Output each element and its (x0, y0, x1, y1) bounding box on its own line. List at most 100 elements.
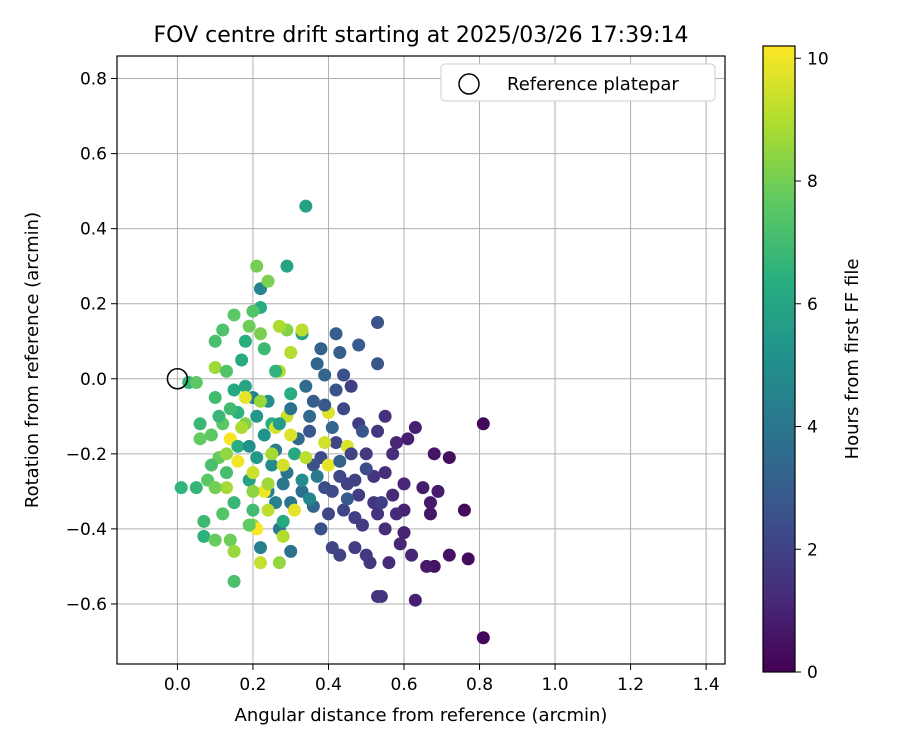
data-point (216, 507, 230, 521)
data-point (333, 469, 347, 483)
data-point (310, 357, 324, 371)
y-tick-label: −0.2 (66, 445, 107, 465)
data-point (287, 503, 301, 517)
x-tick-label: 1.2 (617, 675, 644, 695)
colorbar-tick-label: 8 (807, 172, 818, 192)
data-point (235, 421, 249, 435)
data-point (389, 507, 403, 521)
data-point (318, 368, 332, 382)
data-point (254, 327, 268, 341)
data-point (374, 496, 388, 510)
data-point (272, 556, 286, 570)
data-point (378, 466, 392, 480)
data-point (284, 387, 298, 401)
data-point (261, 503, 275, 517)
data-point (284, 428, 298, 442)
data-point (299, 451, 313, 465)
colorbar-tick-label: 0 (807, 663, 818, 683)
data-point (344, 447, 358, 461)
data-point (299, 199, 313, 213)
colorbar-ticks: 0 2 4 6 8 10 (795, 49, 829, 683)
data-point (359, 462, 373, 476)
data-points (174, 199, 490, 645)
data-point (193, 417, 207, 431)
data-point (208, 391, 222, 405)
data-point (408, 593, 422, 607)
data-point (250, 259, 264, 273)
data-point (352, 338, 366, 352)
legend-marker (458, 73, 480, 95)
data-point (242, 319, 256, 333)
y-axis-label: Rotation from reference (arcmin) (22, 212, 43, 508)
data-point (340, 492, 354, 506)
data-point (197, 529, 211, 543)
data-point (257, 428, 271, 442)
data-point (333, 454, 347, 468)
data-point (212, 409, 226, 423)
plot-frame (116, 55, 726, 665)
legend-label: Reference platepar (507, 74, 679, 95)
y-tick-label: 0.4 (80, 220, 107, 240)
data-point (220, 364, 234, 378)
data-point (476, 417, 490, 431)
data-point (303, 424, 317, 438)
data-point (318, 398, 332, 412)
data-point (227, 383, 241, 397)
data-point (204, 458, 218, 472)
data-point (208, 334, 222, 348)
colorbar-tick-label: 6 (807, 295, 818, 315)
data-point (197, 514, 211, 528)
data-point (223, 402, 237, 416)
y-axis-ticks: −0.6 −0.4 −0.2 0.0 0.2 0.4 0.6 0.8 (66, 70, 117, 615)
data-point (405, 548, 419, 562)
data-point (261, 477, 275, 491)
data-point (389, 436, 403, 450)
data-point (420, 559, 434, 573)
data-point (250, 409, 264, 423)
data-point (408, 421, 422, 435)
y-tick-label: 0.2 (80, 295, 107, 315)
data-point (318, 481, 332, 495)
data-point (337, 368, 351, 382)
data-point (329, 327, 343, 341)
data-point (461, 552, 475, 566)
y-tick-label: 0.6 (80, 145, 107, 165)
x-tick-label: 1.4 (693, 675, 720, 695)
data-point (242, 518, 256, 532)
data-point (355, 518, 369, 532)
y-tick-label: −0.6 (66, 595, 107, 615)
data-point (318, 436, 332, 450)
data-point (386, 488, 400, 502)
data-point (246, 484, 260, 498)
data-point (250, 451, 264, 465)
colorbar-label: Hours from first FF file (842, 259, 863, 460)
data-point (287, 447, 301, 461)
data-point (235, 353, 249, 367)
colorbar-tick-label: 10 (807, 49, 829, 69)
data-point (208, 533, 222, 547)
data-point (280, 259, 294, 273)
data-point (416, 481, 430, 495)
data-point (401, 432, 415, 446)
data-point (457, 503, 471, 517)
data-point (325, 421, 339, 435)
data-point (220, 447, 234, 461)
data-point (276, 477, 290, 491)
data-point (231, 454, 245, 468)
data-point (329, 383, 343, 397)
data-point (314, 342, 328, 356)
data-point (371, 315, 385, 329)
data-point (393, 537, 407, 551)
data-point (284, 402, 298, 416)
data-point (329, 436, 343, 450)
data-point (269, 364, 283, 378)
data-point (238, 391, 252, 405)
data-point (423, 507, 437, 521)
y-tick-label: 0.0 (80, 370, 107, 390)
x-tick-label: 0.8 (466, 675, 493, 695)
data-point (397, 477, 411, 491)
data-point (371, 507, 385, 521)
data-point (254, 556, 268, 570)
data-point (348, 541, 362, 555)
